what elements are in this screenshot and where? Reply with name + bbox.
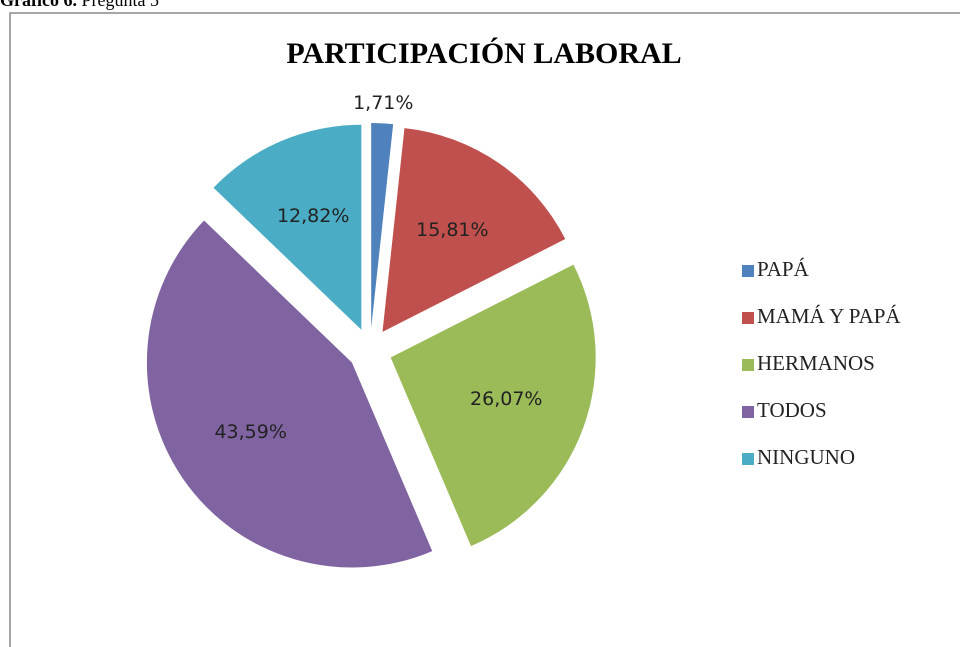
pie-slice	[371, 123, 394, 329]
data-label: 43,59%	[214, 421, 286, 443]
legend-swatch	[742, 453, 754, 465]
legend-label: PAPÁ	[757, 257, 810, 281]
pie-slice	[146, 220, 433, 568]
pie-slice	[390, 264, 596, 547]
legend-swatch	[742, 359, 754, 371]
legend-swatch	[742, 406, 754, 418]
data-label: 1,71%	[353, 92, 413, 114]
chart-title: PARTICIPACIÓN LABORAL	[286, 37, 681, 70]
pie-slice	[382, 128, 566, 332]
legend-label: TODOS	[757, 398, 827, 422]
legend-label: HERMANOS	[757, 351, 875, 375]
legend-swatch	[742, 312, 754, 324]
legend-label: NINGUNO	[757, 445, 855, 469]
data-label: 12,82%	[277, 205, 349, 227]
data-label: 15,81%	[416, 219, 488, 241]
caption: Gráfico 6. Pregunta 5	[0, 0, 159, 10]
legend-label: MAMÁ Y PAPÁ	[757, 304, 901, 328]
data-label: 26,07%	[470, 388, 542, 410]
pie-slice	[213, 124, 362, 330]
legend-swatch	[742, 265, 754, 277]
caption-text: Pregunta 5	[81, 0, 158, 10]
caption-label: Gráfico 6.	[0, 0, 77, 10]
